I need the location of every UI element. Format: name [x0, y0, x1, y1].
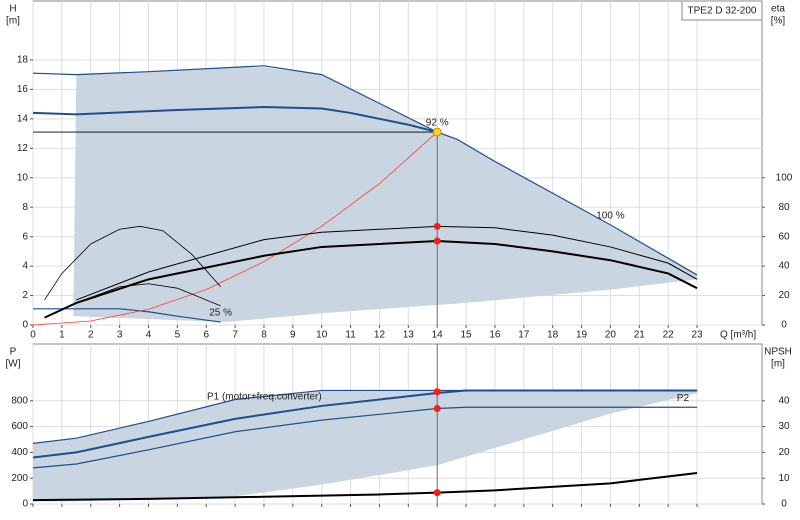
- x-tick-label: 21: [634, 330, 646, 341]
- title-box: [681, 0, 763, 21]
- x-tick-label: 11: [345, 330, 356, 341]
- y2-tick-label: 100: [776, 172, 793, 183]
- y-tick-label: 18: [17, 55, 29, 66]
- operating-point: [433, 489, 441, 497]
- y-axis-label: H: [9, 4, 16, 15]
- operating-region: [33, 390, 698, 502]
- curve: [44, 283, 221, 318]
- y2-tick-label: 0: [781, 320, 787, 331]
- y2-tick-label: 0: [781, 499, 787, 510]
- x-tick-label: 10: [316, 330, 328, 341]
- x-tick-label: 2: [88, 330, 94, 341]
- y-tick-label: 0: [22, 320, 28, 331]
- operating-point: [433, 237, 441, 245]
- y-axis-unit: [m]: [6, 16, 20, 27]
- chart-title: TPE2 D 32-200: [688, 6, 757, 17]
- y-tick-label: 12: [17, 143, 29, 154]
- x-tick-label: 5: [175, 330, 181, 341]
- y2-axis-unit: [%]: [771, 16, 786, 27]
- x-tick-label: 6: [203, 330, 209, 341]
- x-tick-label: 23: [691, 330, 703, 341]
- operating-point: [433, 405, 441, 413]
- y-axis-unit: [W]: [6, 359, 21, 370]
- curve: [32, 406, 698, 469]
- y-tick-label: 400: [11, 447, 28, 458]
- y-axis-label: P: [10, 347, 17, 358]
- curve: [32, 65, 698, 276]
- curve: [32, 389, 698, 459]
- y2-tick-label: 40: [778, 261, 790, 272]
- x-tick-label: 8: [261, 330, 267, 341]
- y-tick-label: 8: [22, 202, 28, 213]
- y2-tick-label: 20: [778, 447, 790, 458]
- curve-label: P1 (motor+freq.converter): [207, 392, 322, 403]
- y-tick-label: 0: [22, 499, 28, 510]
- curve-label: 100 %: [596, 210, 624, 221]
- y-tick-label: 800: [11, 395, 28, 406]
- curve: [33, 308, 221, 323]
- y2-tick-label: 10: [778, 473, 790, 484]
- curve: [32, 106, 438, 134]
- x-tick-label: 15: [461, 330, 473, 341]
- y-tick-label: 2: [22, 290, 28, 301]
- curve: [32, 472, 698, 502]
- y2-axis-unit: [m]: [771, 359, 785, 370]
- y-tick-label: 600: [11, 421, 28, 432]
- y-tick-label: 6: [22, 231, 28, 242]
- operating-region: [73, 67, 698, 323]
- operating-point: [433, 388, 441, 396]
- x-tick-label: 22: [663, 330, 675, 341]
- curve-label: 92 %: [426, 118, 449, 129]
- x-tick-label: 7: [232, 330, 238, 341]
- curve-label: 25 %: [209, 308, 232, 319]
- x-tick-label: 1: [59, 330, 65, 341]
- x-tick-label: 4: [146, 330, 152, 341]
- y-tick-label: 4: [22, 261, 28, 272]
- operating-point: [433, 222, 441, 230]
- x-tick-label: 19: [576, 330, 588, 341]
- x-tick-label: 14: [432, 330, 444, 341]
- y2-tick-label: 20: [778, 290, 790, 301]
- curve: [76, 225, 698, 301]
- y-tick-label: 200: [11, 473, 28, 484]
- y-tick-label: 10: [17, 172, 29, 183]
- x-tick-label: 0: [30, 330, 36, 341]
- y2-axis-label: eta: [771, 4, 785, 15]
- x-tick-label: 17: [518, 330, 530, 341]
- curve: [32, 131, 438, 326]
- x-tick-label: 20: [605, 330, 617, 341]
- y2-tick-label: 80: [778, 202, 790, 213]
- y2-tick-label: 60: [778, 231, 790, 242]
- duty-point: [432, 127, 442, 137]
- x-tick-label: 12: [374, 330, 386, 341]
- y2-tick-label: 30: [778, 421, 790, 432]
- y-tick-label: 16: [17, 84, 29, 95]
- x-tick-label: 16: [489, 330, 501, 341]
- curve: [44, 225, 221, 301]
- x-tick-label: 9: [290, 330, 296, 341]
- x-tick-label: 3: [117, 330, 123, 341]
- x-tick-label: 18: [547, 330, 559, 341]
- x-tick-label: 13: [403, 330, 415, 341]
- y2-tick-label: 40: [778, 395, 790, 406]
- curve-label: P2: [677, 393, 690, 404]
- y-tick-label: 14: [17, 113, 29, 124]
- y2-axis-label: NPSH: [764, 347, 792, 358]
- x-axis-label: Q [m³/h]: [720, 330, 756, 341]
